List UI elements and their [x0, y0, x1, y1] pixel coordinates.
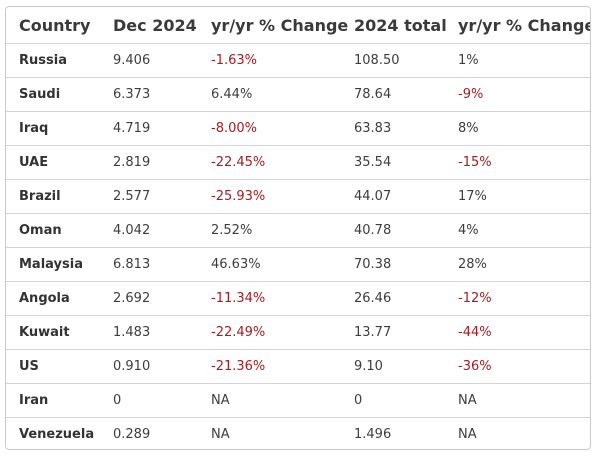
dec-value-cell: 6.373 [100, 77, 198, 112]
annual-total-cell: 35.54 [341, 145, 445, 180]
monthly-change-cell: 46.63% [198, 247, 341, 282]
country-cell: Brazil [6, 179, 100, 214]
country-cell: UAE [6, 145, 100, 180]
country-cell: US [6, 349, 100, 384]
country-cell: Malaysia [6, 247, 100, 282]
country-cell: Iraq [6, 111, 100, 146]
monthly-change-cell: -1.63% [198, 43, 341, 78]
dec-value-cell: 9.406 [100, 43, 198, 78]
dec-value-cell: 0.289 [113, 427, 151, 442]
header-2024-total: 2024 total [341, 7, 447, 44]
annual-total-cell: 9.10 [341, 349, 445, 384]
annual-total-cell: 63.83 [341, 111, 445, 146]
annual-change-cell: 1% [445, 43, 590, 78]
annual-total-cell: 108.50 [341, 43, 445, 78]
dec-value-cell: 6.813 [100, 247, 198, 282]
dec-value-cell: 2.819 [100, 145, 198, 180]
header-monthly-yoy-change: yr/yr % Change [198, 7, 348, 44]
dec-value-cell: 1.483 [100, 315, 198, 350]
dec-value-cell: 4.042 [100, 213, 198, 248]
annual-total-cell: 0 [341, 383, 445, 418]
table-row: Saudi 6.373 6.44% 78.64 -9% [6, 77, 590, 112]
dec-value-cell: 0 [100, 383, 198, 418]
table-row: Oman 4.042 2.52% 40.78 4% [6, 213, 590, 248]
table-row: Venezuela 0.289 NA 1.496 NA [6, 418, 590, 450]
monthly-change-cell: NA [198, 383, 341, 418]
annual-change-cell: 8% [445, 111, 590, 146]
annual-total-cell: 44.07 [341, 179, 445, 214]
table-row: Iran 0 NA 0 NA [6, 383, 590, 418]
annual-change-cell: NA [445, 383, 590, 418]
monthly-change-cell: -22.45% [198, 145, 341, 180]
annual-change-cell: 4% [445, 213, 590, 248]
table-row: Russia 9.406 -1.63% 108.50 1% [6, 43, 590, 78]
annual-total-cell: 26.46 [341, 281, 445, 316]
annual-change-cell: 17% [445, 179, 590, 214]
country-cell: Venezuela [19, 427, 95, 442]
monthly-change-cell: -25.93% [198, 179, 341, 214]
monthly-change-cell: -11.34% [198, 281, 341, 316]
header-row: Country Dec 2024 yr/yr % Change 2024 tot… [6, 7, 590, 44]
annual-change-cell: -12% [445, 281, 590, 316]
dec-value-cell: 2.692 [100, 281, 198, 316]
annual-change-cell: NA [458, 427, 477, 442]
annual-total-cell: 1.496 [354, 427, 392, 442]
annual-change-cell: -36% [445, 349, 590, 384]
data-table-container: Country Dec 2024 yr/yr % Change 2024 tot… [5, 6, 591, 450]
annual-total-cell: 78.64 [341, 77, 445, 112]
dec-value-cell: 2.577 [100, 179, 198, 214]
table-body: Russia 9.406 -1.63% 108.50 1% Saudi 6.37… [6, 43, 590, 450]
monthly-change-cell: -21.36% [198, 349, 341, 384]
annual-change-cell: -44% [445, 315, 590, 350]
annual-total-cell: 70.38 [341, 247, 445, 282]
table-row: Malaysia 6.813 46.63% 70.38 28% [6, 247, 590, 282]
dec-value-cell: 0.910 [100, 349, 198, 384]
country-cell: Oman [6, 213, 100, 248]
country-cell: Saudi [6, 77, 100, 112]
country-cell: Iran [6, 383, 100, 418]
monthly-change-cell: NA [211, 427, 230, 442]
dec-value-cell: 4.719 [100, 111, 198, 146]
table-row: Angola 2.692 -11.34% 26.46 -12% [6, 281, 590, 316]
monthly-change-cell: -8.00% [198, 111, 341, 146]
oil-import-table: Country Dec 2024 yr/yr % Change 2024 tot… [6, 7, 590, 450]
header-country: Country [6, 7, 100, 44]
header-annual-yoy-change: yr/yr % Change [445, 7, 590, 44]
table-row: UAE 2.819 -22.45% 35.54 -15% [6, 145, 590, 180]
country-cell: Angola [6, 281, 100, 316]
monthly-change-cell: 2.52% [198, 213, 341, 248]
monthly-change-cell: 6.44% [198, 77, 341, 112]
table-row: US 0.910 -21.36% 9.10 -36% [6, 349, 590, 384]
annual-total-cell: 40.78 [341, 213, 445, 248]
annual-change-cell: 28% [445, 247, 590, 282]
table-row: Brazil 2.577 -25.93% 44.07 17% [6, 179, 590, 214]
annual-total-cell: 13.77 [341, 315, 445, 350]
monthly-change-cell: -22.49% [198, 315, 341, 350]
annual-change-cell: -15% [445, 145, 590, 180]
annual-change-cell: -9% [445, 77, 590, 112]
table-row: Iraq 4.719 -8.00% 63.83 8% [6, 111, 590, 146]
table-header: Country Dec 2024 yr/yr % Change 2024 tot… [6, 7, 590, 44]
country-cell: Kuwait [6, 315, 100, 350]
country-cell: Russia [6, 43, 100, 78]
header-dec-2024: Dec 2024 [100, 7, 198, 44]
table-row: Kuwait 1.483 -22.49% 13.77 -44% [6, 315, 590, 350]
